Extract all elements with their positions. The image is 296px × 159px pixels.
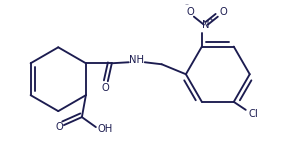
Text: O: O (102, 83, 110, 93)
Text: N: N (202, 20, 210, 30)
Text: ⁻: ⁻ (185, 1, 189, 10)
Text: O: O (220, 7, 228, 17)
Text: NH: NH (129, 55, 144, 65)
Text: O: O (186, 7, 194, 17)
Text: Cl: Cl (249, 109, 259, 119)
Text: O: O (55, 122, 63, 132)
Text: +: + (208, 17, 213, 22)
Text: OH: OH (97, 124, 112, 134)
